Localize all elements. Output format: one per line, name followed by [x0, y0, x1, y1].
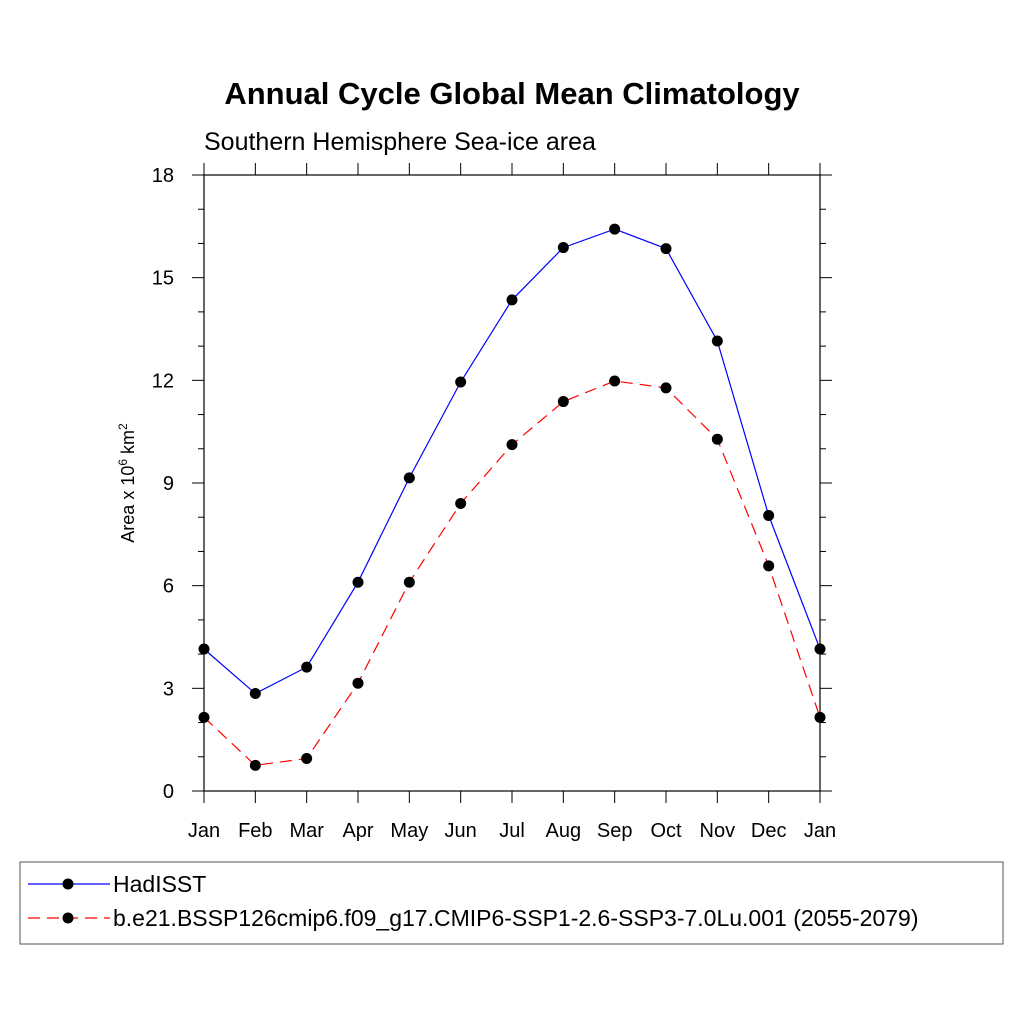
y-tick-label: 15	[152, 268, 174, 290]
legend-series-1-label: HadISST	[113, 871, 206, 897]
y-axis-label: Area x 106 km2	[116, 423, 138, 543]
x-tick-label: Jan	[188, 820, 220, 842]
series-1-point	[711, 335, 723, 347]
series-1-point	[506, 294, 518, 306]
x-tick-label: Dec	[751, 820, 787, 842]
series-2-point	[711, 433, 723, 445]
series-2-point	[198, 711, 210, 723]
x-tick-label: Nov	[700, 820, 736, 842]
y-axis-label-base: Area x 10	[118, 466, 138, 543]
series-2-point	[301, 752, 313, 764]
legend-series-2-label: b.e21.BSSP126cmip6.f09_g17.CMIP6-SSP1-2.…	[113, 905, 919, 931]
series-2-point	[403, 576, 415, 588]
x-tick-label: Aug	[546, 820, 582, 842]
x-tick-label: Oct	[650, 820, 682, 842]
legend: HadISST b.e21.BSSP126cmip6.f09_g17.CMIP6-…	[19, 861, 1004, 945]
x-tick-label: Jan	[804, 820, 836, 842]
x-tick-label: Mar	[289, 820, 324, 842]
series-2-point	[814, 711, 826, 723]
series-1-point	[455, 376, 467, 388]
y-axis-label-exponent: 6	[116, 459, 130, 466]
series-2-point	[557, 396, 569, 408]
series-layer	[198, 223, 826, 771]
series-1-point	[352, 576, 364, 588]
y-tick-label: 0	[163, 781, 174, 803]
x-axis-ticks: Jan Feb Mar Apr May Jun Jul Aug Sep Oct Nov Dec Jan	[188, 163, 836, 842]
x-tick-label: May	[390, 820, 428, 842]
y-axis-label-unit-exponent: 2	[116, 423, 130, 430]
chart-title: Annual Cycle Global Mean Climatology	[224, 76, 800, 111]
series-1-point	[198, 643, 210, 655]
legend-series-1-marker	[62, 878, 74, 890]
series-1-point	[609, 223, 621, 235]
series-1-point	[660, 243, 672, 255]
chart-subtitle: Southern Hemisphere Sea-ice area	[204, 128, 596, 156]
y-tick-label: 12	[152, 370, 174, 392]
y-axis-ticks: 0 3 6 9 12 15 18	[152, 165, 832, 803]
series-2-line	[203, 380, 821, 766]
x-tick-label: Apr	[342, 820, 373, 842]
series-2-point	[609, 375, 621, 387]
series-1-point	[403, 472, 415, 484]
plot-area: 0 3 6 9 12 15 18 Jan Feb Mar Apr May Jun Jul Aug Sep Oc…	[152, 163, 836, 842]
series-1-point	[814, 643, 826, 655]
y-tick-label: 6	[163, 576, 174, 598]
series-2-point	[660, 382, 672, 394]
x-tick-label: Jun	[445, 820, 477, 842]
legend-frame	[19, 861, 1004, 945]
plot-frame	[203, 174, 821, 792]
series-2-point	[249, 759, 261, 771]
series-2-point	[455, 498, 467, 510]
x-tick-label: Feb	[238, 820, 272, 842]
series-1-point	[301, 661, 313, 673]
y-axis-label-unit: km	[118, 430, 138, 459]
y-tick-label: 9	[163, 473, 174, 495]
series-1-point	[557, 242, 569, 254]
series-2-point	[506, 439, 518, 451]
legend-series-2-marker	[62, 912, 74, 924]
x-tick-label: Sep	[597, 820, 633, 842]
series-1-point	[249, 687, 261, 699]
series-2-point	[763, 560, 775, 572]
y-tick-label: 18	[152, 165, 174, 187]
series-1-point	[763, 510, 775, 522]
legend-items: HadISST b.e21.BSSP126cmip6.f09_g17.CMIP6-…	[28, 871, 919, 931]
x-tick-label: Jul	[499, 820, 525, 842]
series-2-point	[352, 677, 364, 689]
y-tick-label: 3	[163, 678, 174, 700]
